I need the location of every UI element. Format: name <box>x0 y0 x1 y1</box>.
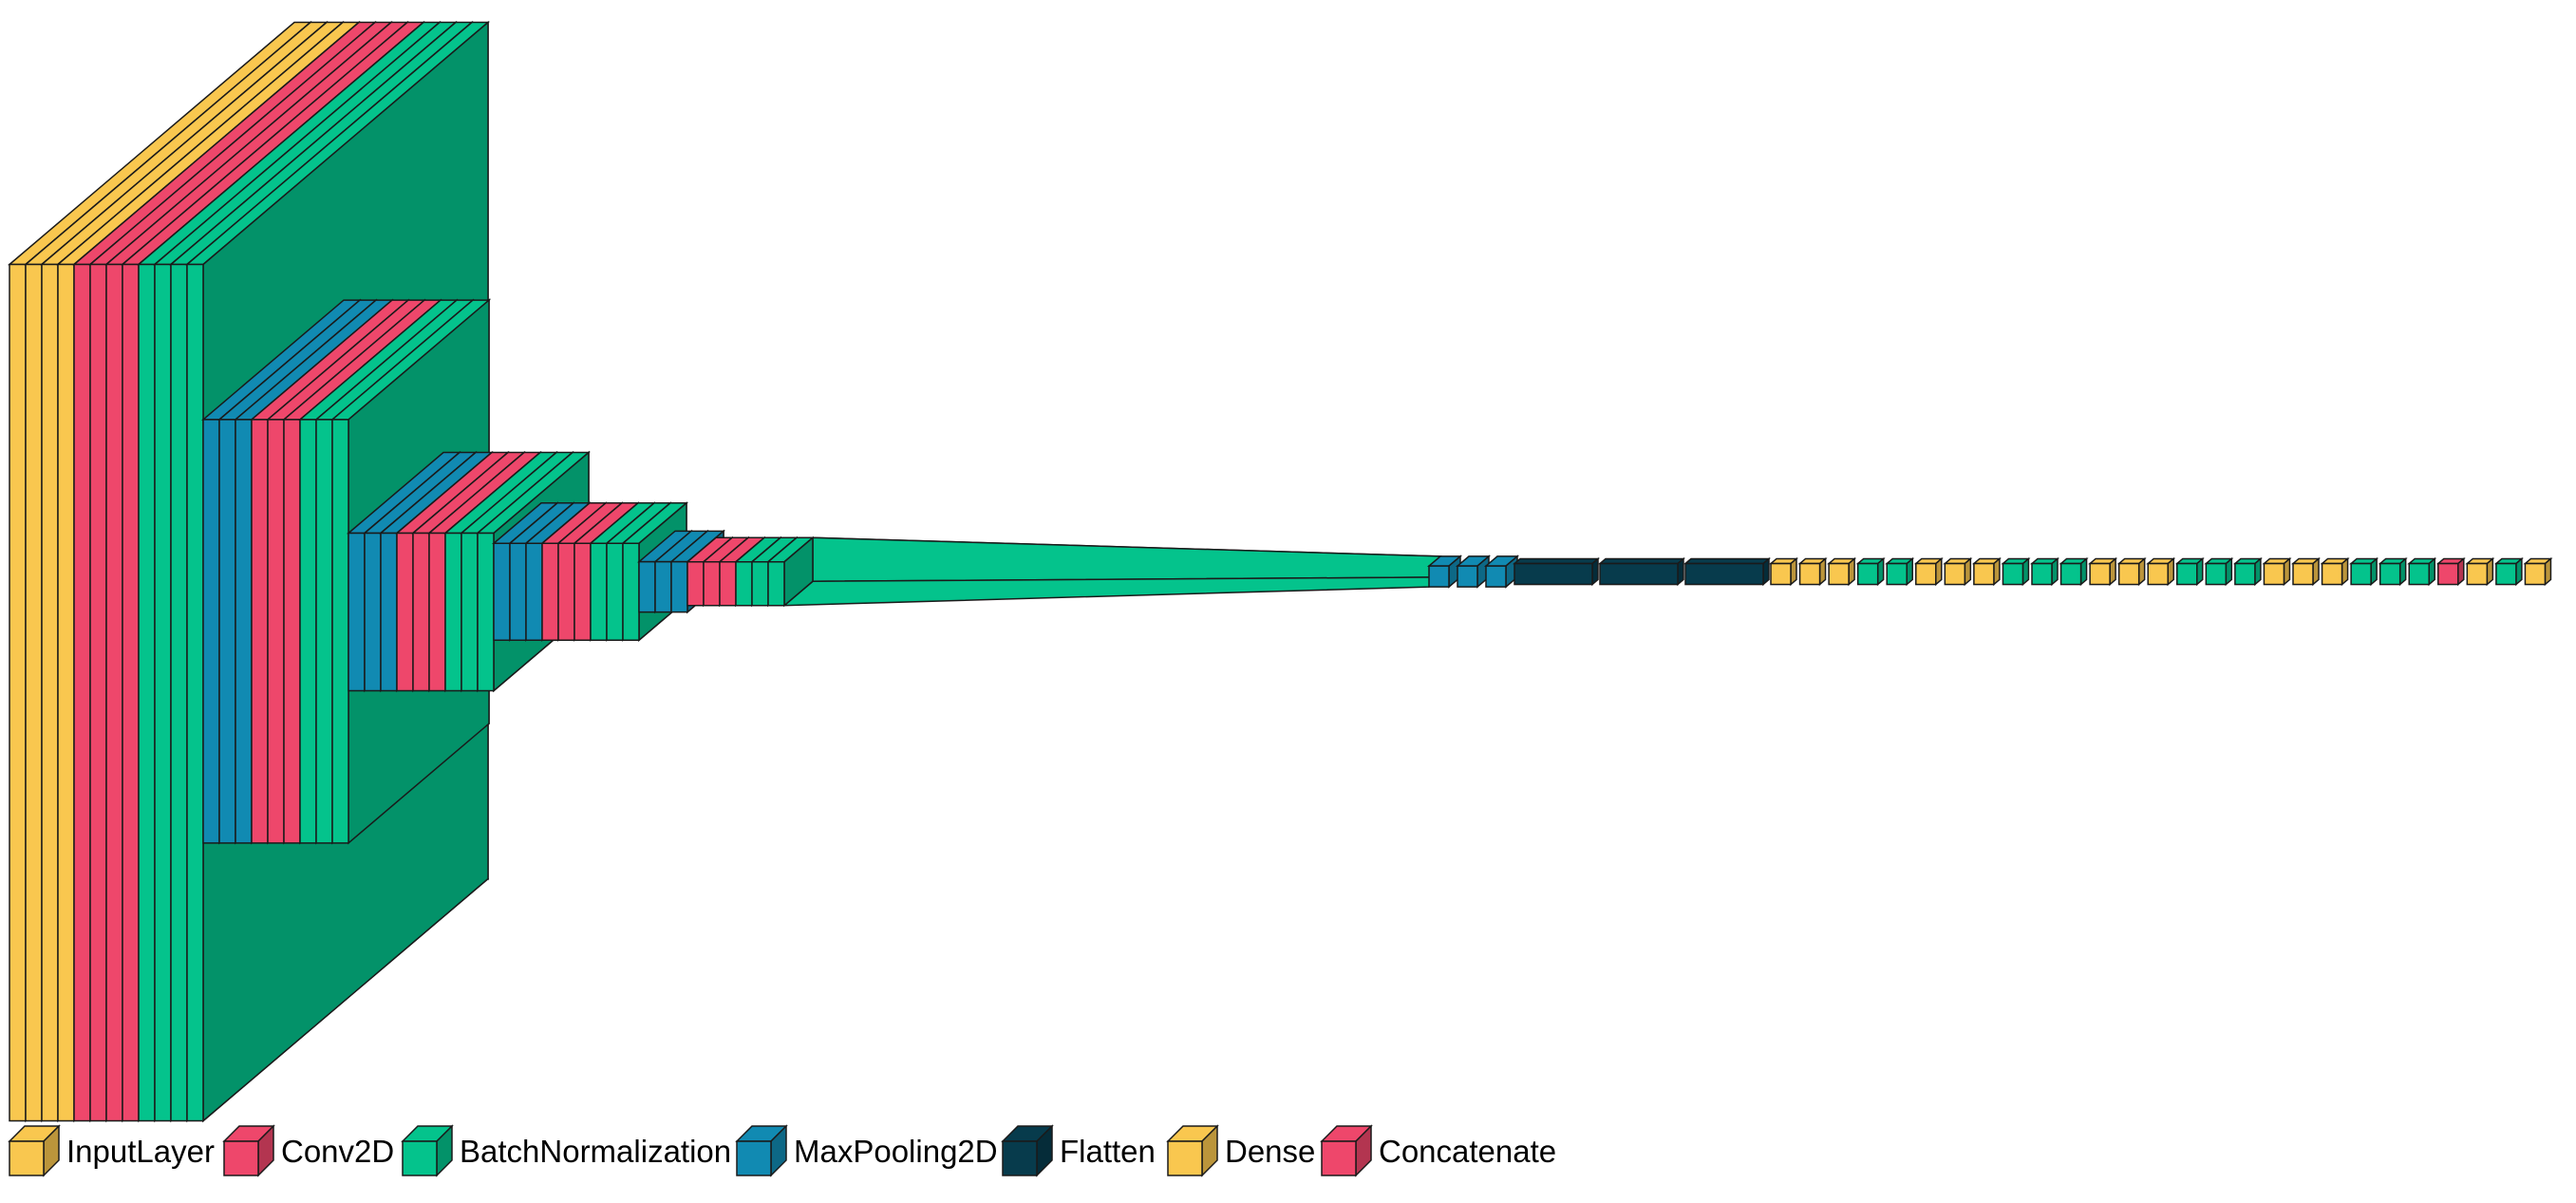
legend-item-flatten: Flatten <box>1001 1124 1156 1177</box>
layer-batchnormalization <box>2349 556 2379 587</box>
layer-dense <box>1797 556 1828 587</box>
layer-flatten <box>1683 556 1772 587</box>
legend-swatch <box>223 1140 259 1176</box>
layer-batchnormalization <box>1855 556 1886 587</box>
layer-maxpooling2d <box>1455 555 1492 589</box>
layer-batchnormalization <box>1885 556 1915 587</box>
layer-dense <box>2290 556 2322 587</box>
legend-swatch <box>1167 1140 1203 1176</box>
layer-batchnormalization <box>765 536 816 608</box>
layer-batchnormalization <box>2204 556 2234 587</box>
legend-label: Flatten <box>1060 1134 1156 1169</box>
layer-batchnormalization <box>2001 556 2031 587</box>
layer-batchnormalization <box>2407 556 2437 587</box>
layer-dense <box>2523 556 2553 587</box>
layer-batchnormalization <box>2174 556 2205 587</box>
funnel-side <box>812 536 1441 583</box>
layer-batchnormalization <box>2493 556 2524 587</box>
layer-dense <box>2262 556 2292 587</box>
legend: InputLayer Conv2D BatchNormalization MaxPoo… <box>8 1124 1556 1177</box>
layer-batchnormalization <box>2059 556 2089 587</box>
layer-batchnormalization <box>2232 556 2263 587</box>
legend-swatch <box>736 1140 772 1176</box>
legend-item-conv2d: Conv2D <box>222 1124 394 1177</box>
layer-dense <box>2320 556 2350 587</box>
layer-stack <box>7 20 2553 1123</box>
legend-swatch <box>402 1140 438 1176</box>
legend-item-inputlayer: InputLayer <box>8 1124 215 1177</box>
legend-label: MaxPooling2D <box>794 1134 998 1169</box>
layer-dense <box>1827 556 1857 587</box>
legend-swatch <box>1321 1140 1357 1176</box>
layer-dense <box>1913 556 1944 587</box>
legend-label: Concatenate <box>1379 1134 1556 1169</box>
legend-label: Dense <box>1225 1134 1315 1169</box>
layer-dense <box>2116 556 2147 587</box>
layer-dense <box>2146 556 2176 587</box>
layer-maxpooling2d <box>1483 555 1520 589</box>
legend-item-dense: Dense <box>1166 1124 1315 1177</box>
layer-batchnormalization <box>2029 556 2060 587</box>
layer-dense <box>2465 556 2495 587</box>
layer-batchnormalization <box>2378 556 2408 587</box>
layer-dense <box>1768 556 1799 587</box>
layer-flatten <box>1512 556 1601 587</box>
layer-dense <box>1943 556 1973 587</box>
layer-dense <box>2088 556 2118 587</box>
legend-label: Conv2D <box>281 1134 394 1169</box>
layer-concatenate <box>2435 556 2466 587</box>
legend-label: InputLayer <box>66 1134 215 1169</box>
legend-item-batchnormalization: BatchNormalization <box>401 1124 731 1177</box>
layer-flatten <box>1597 556 1686 587</box>
funnel-bottom <box>781 576 1443 607</box>
layer-dense <box>1971 556 2002 587</box>
legend-swatch <box>1002 1140 1038 1176</box>
legend-item-concatenate: Concatenate <box>1320 1124 1556 1177</box>
legend-item-maxpooling2d: MaxPooling2D <box>735 1124 998 1177</box>
legend-swatch <box>9 1140 45 1176</box>
legend-label: BatchNormalization <box>460 1134 731 1169</box>
